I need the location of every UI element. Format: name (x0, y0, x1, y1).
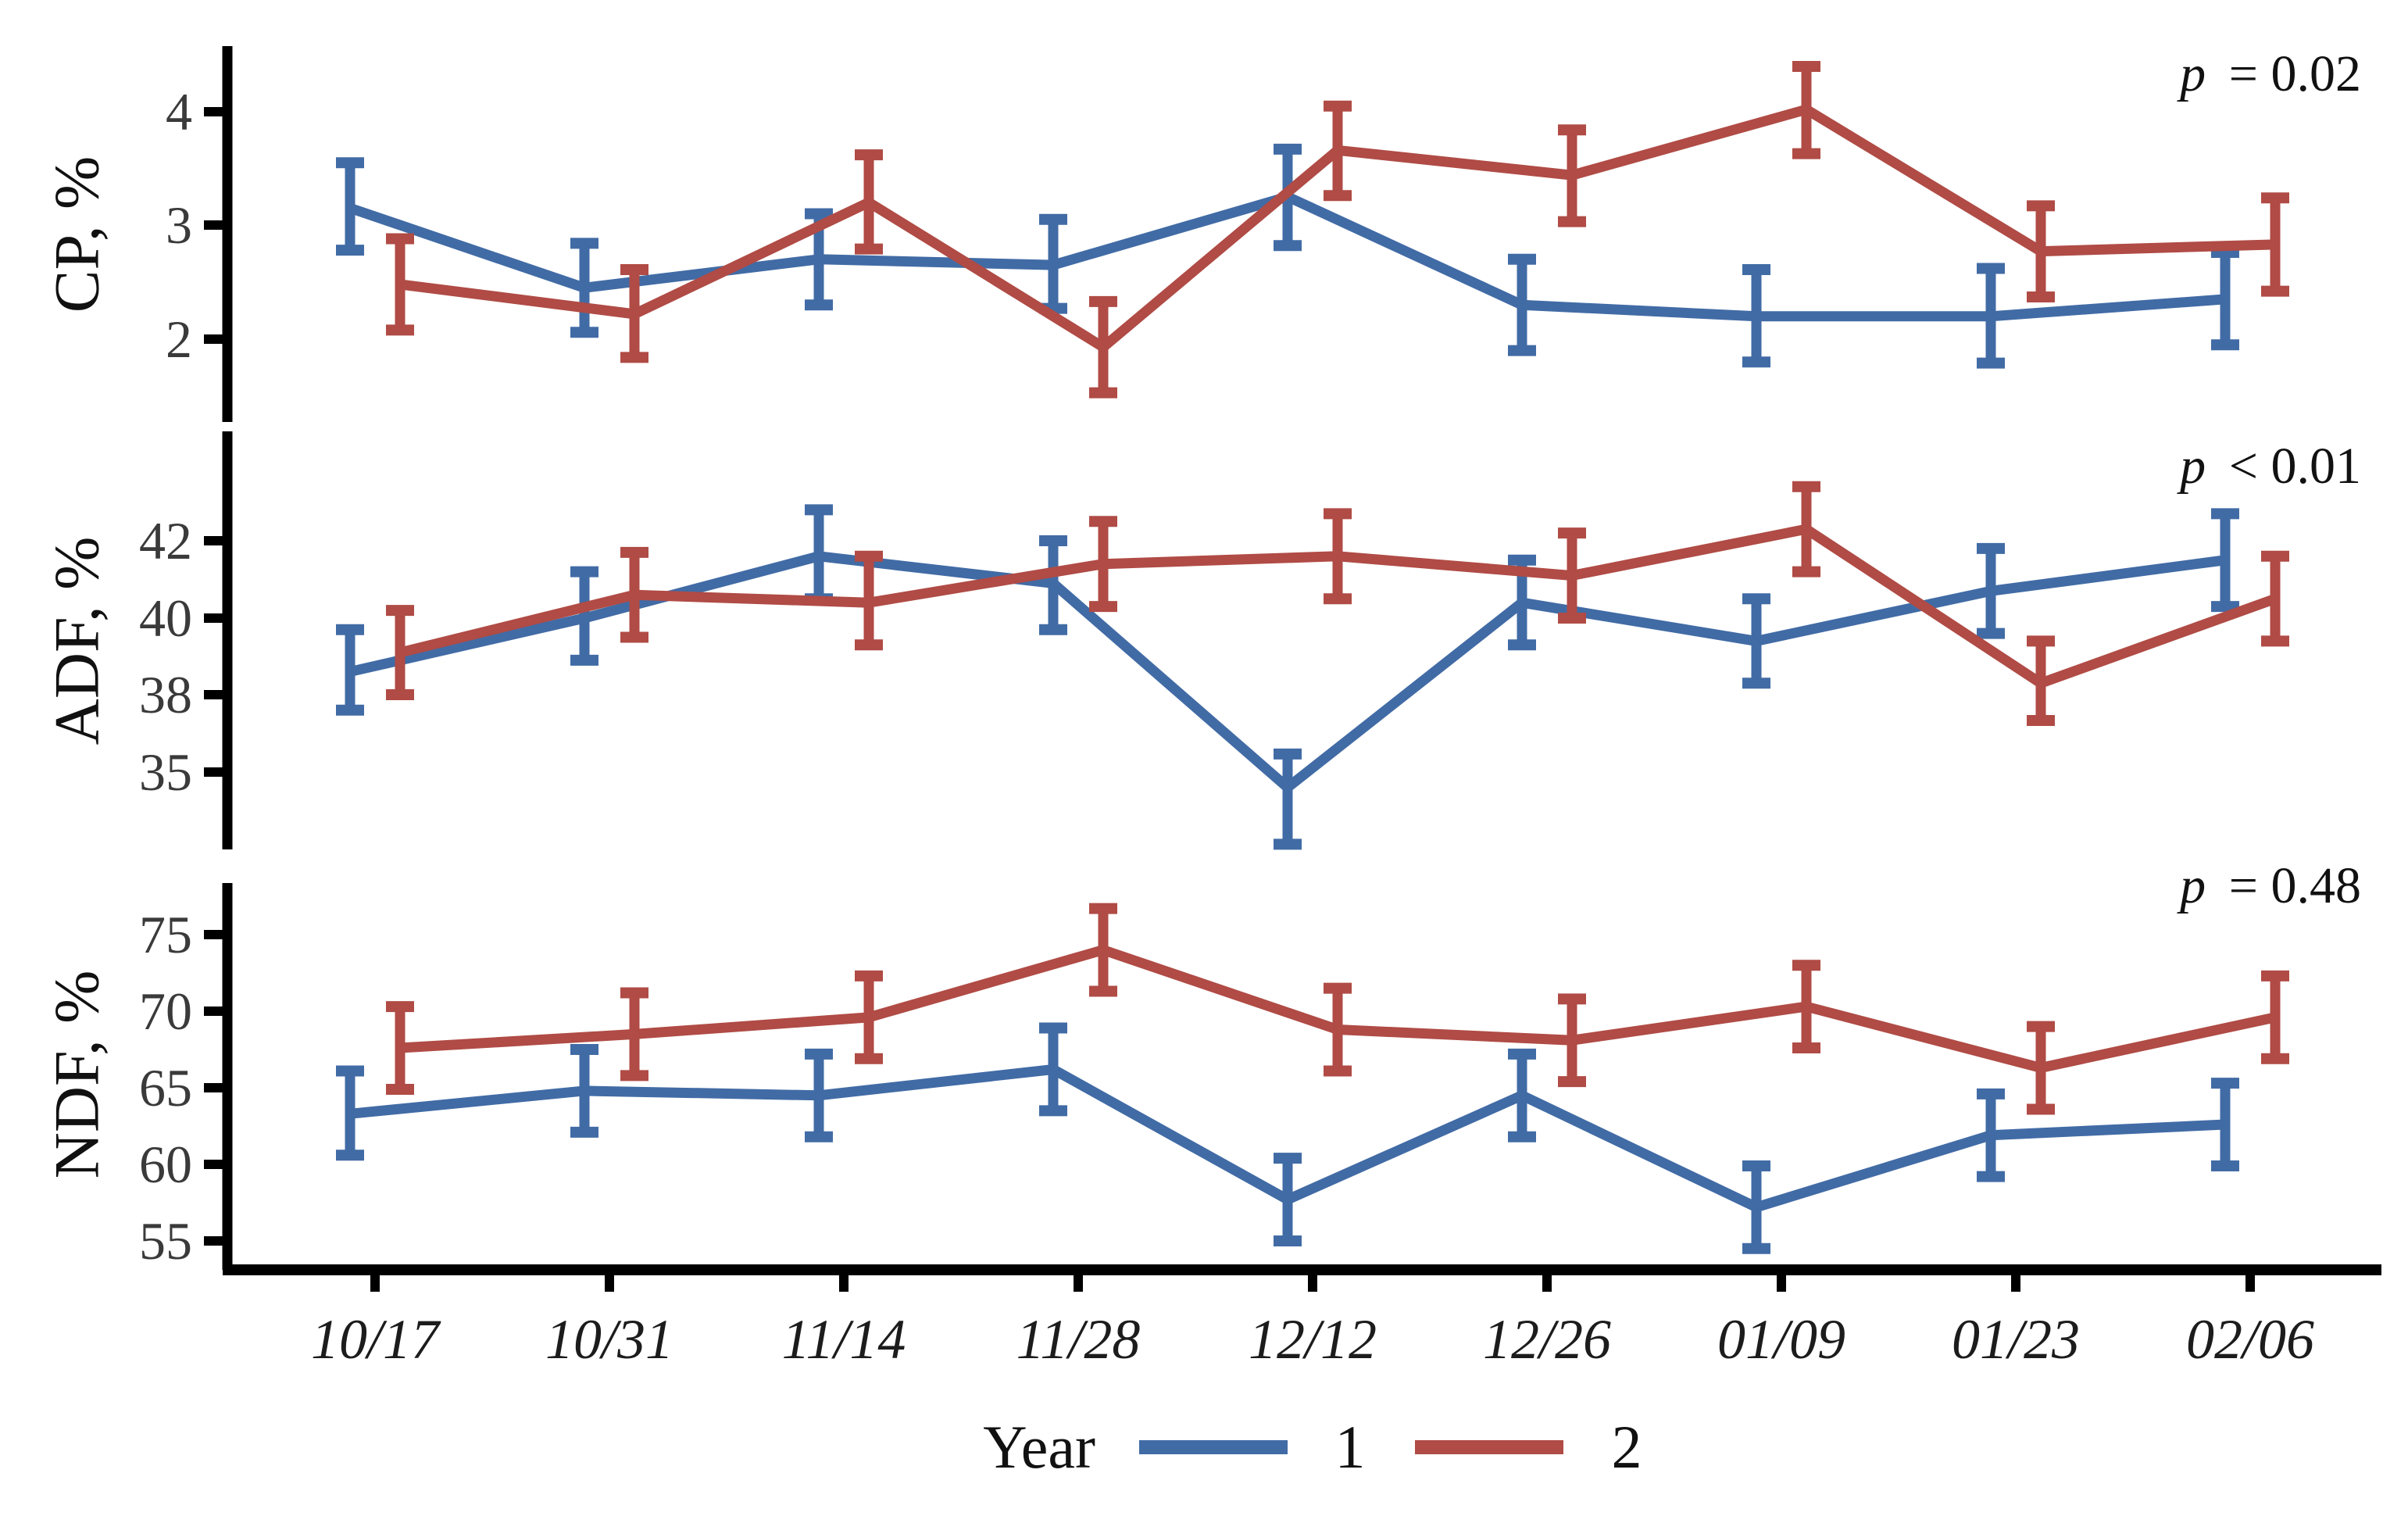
series-year-1 (336, 1022, 2239, 1254)
error-bar (1089, 516, 1117, 613)
error-bar (2261, 550, 2289, 647)
p-value-annotation: p = 0.02 (2177, 45, 2361, 102)
error-bar (336, 1065, 364, 1161)
y-tick-label: 60 (139, 1135, 192, 1194)
y-tick-label: 35 (139, 742, 192, 802)
error-bar (1274, 748, 1302, 850)
y-tick-label: 55 (139, 1211, 192, 1271)
error-bar (1324, 508, 1352, 605)
x-tick-label: 02/06 (2186, 1308, 2314, 1371)
error-bar (1742, 593, 1770, 689)
y-tick-label: 65 (139, 1058, 192, 1117)
panel-ndf: 75 70 65 60 55 NDF, % p = 0.48 (41, 857, 2362, 1271)
x-tick-label: 10/31 (545, 1308, 673, 1371)
error-bar (855, 550, 883, 651)
error-bar (2027, 1021, 2055, 1115)
x-tick-label: 01/09 (1717, 1308, 1845, 1371)
error-bar (1324, 982, 1352, 1077)
error-bar (855, 149, 883, 255)
error-bar (1039, 535, 1067, 635)
error-bar (1089, 295, 1117, 399)
legend: Year 1 2 (983, 1413, 1642, 1481)
y-tick-label: 38 (139, 665, 192, 724)
error-bar (570, 1044, 598, 1138)
legend-title: Year (983, 1413, 1095, 1481)
legend-label-year-2: 2 (1612, 1413, 1642, 1481)
error-bar (386, 605, 414, 700)
x-tick-label: 01/23 (1952, 1308, 2080, 1371)
series-year-2 (386, 61, 2289, 399)
error-bar (386, 233, 414, 336)
y-tick-label: 2 (166, 309, 192, 369)
error-bar (2261, 192, 2289, 297)
error-bar (620, 987, 648, 1082)
error-bar (1792, 61, 1820, 159)
error-bar (1977, 542, 2005, 639)
error-bar (805, 1048, 833, 1142)
y-tick-label: 42 (139, 511, 192, 570)
series-year-2 (386, 903, 2289, 1115)
y-tick-label: 40 (139, 588, 192, 648)
y-axis-title: ADF, % (41, 537, 113, 745)
error-bar (855, 970, 883, 1064)
y-tick-label: 3 (166, 195, 192, 255)
error-bar (1558, 527, 1586, 624)
error-bar (1039, 1022, 1067, 1117)
x-tick-label: 12/12 (1249, 1308, 1377, 1371)
panel-adf: 42 40 38 35 ADF, % p < 0.01 (41, 431, 2361, 850)
error-bar (1792, 960, 1820, 1054)
y-axis-title: CP, % (41, 156, 113, 313)
y-tick-label: 75 (139, 905, 192, 964)
y-axis-title: NDF, % (41, 971, 113, 1179)
legend-label-year-1: 1 (1335, 1413, 1366, 1481)
error-bar (2211, 247, 2239, 351)
x-axis: 10/17 10/31 11/14 11/28 12/12 12/26 01/09 01/23… (223, 1264, 2381, 1371)
error-bar (2211, 1078, 2239, 1171)
error-bar (2261, 970, 2289, 1064)
error-bar (620, 546, 648, 643)
error-bar (1508, 253, 1536, 356)
y-tick-label: 70 (139, 981, 192, 1041)
x-tick-label: 11/28 (1016, 1308, 1141, 1371)
x-tick-label: 11/14 (782, 1308, 906, 1371)
error-bar (386, 1001, 414, 1095)
error-bar (1089, 903, 1117, 997)
error-bar (1742, 1160, 1770, 1254)
error-bar (1792, 481, 1820, 577)
series-year-1 (336, 143, 2239, 369)
error-bar (1977, 263, 2005, 369)
panel-cp: 4 3 2 CP, % p = 0.02 (41, 45, 2361, 422)
error-bar (1742, 263, 1770, 368)
error-bar (1508, 1048, 1536, 1142)
error-bar (620, 263, 648, 363)
error-bar (1324, 100, 1352, 202)
y-tick-label: 4 (166, 82, 192, 141)
x-tick-label: 10/17 (311, 1308, 441, 1371)
error-bar (336, 624, 364, 716)
x-tick-label: 12/26 (1483, 1308, 1611, 1371)
error-bar (1274, 1153, 1302, 1246)
error-bar (2211, 508, 2239, 613)
error-bar (570, 238, 598, 338)
error-bar (1558, 993, 1586, 1088)
error-bar (570, 566, 598, 666)
series-year-2 (386, 481, 2289, 726)
error-bar (2027, 635, 2055, 726)
error-bar (1558, 124, 1586, 227)
p-value-annotation: p < 0.01 (2177, 438, 2361, 495)
error-bar (2027, 200, 2055, 302)
p-value-annotation: p = 0.48 (2177, 857, 2361, 914)
error-bar (336, 157, 364, 256)
error-bar (1977, 1088, 2005, 1182)
